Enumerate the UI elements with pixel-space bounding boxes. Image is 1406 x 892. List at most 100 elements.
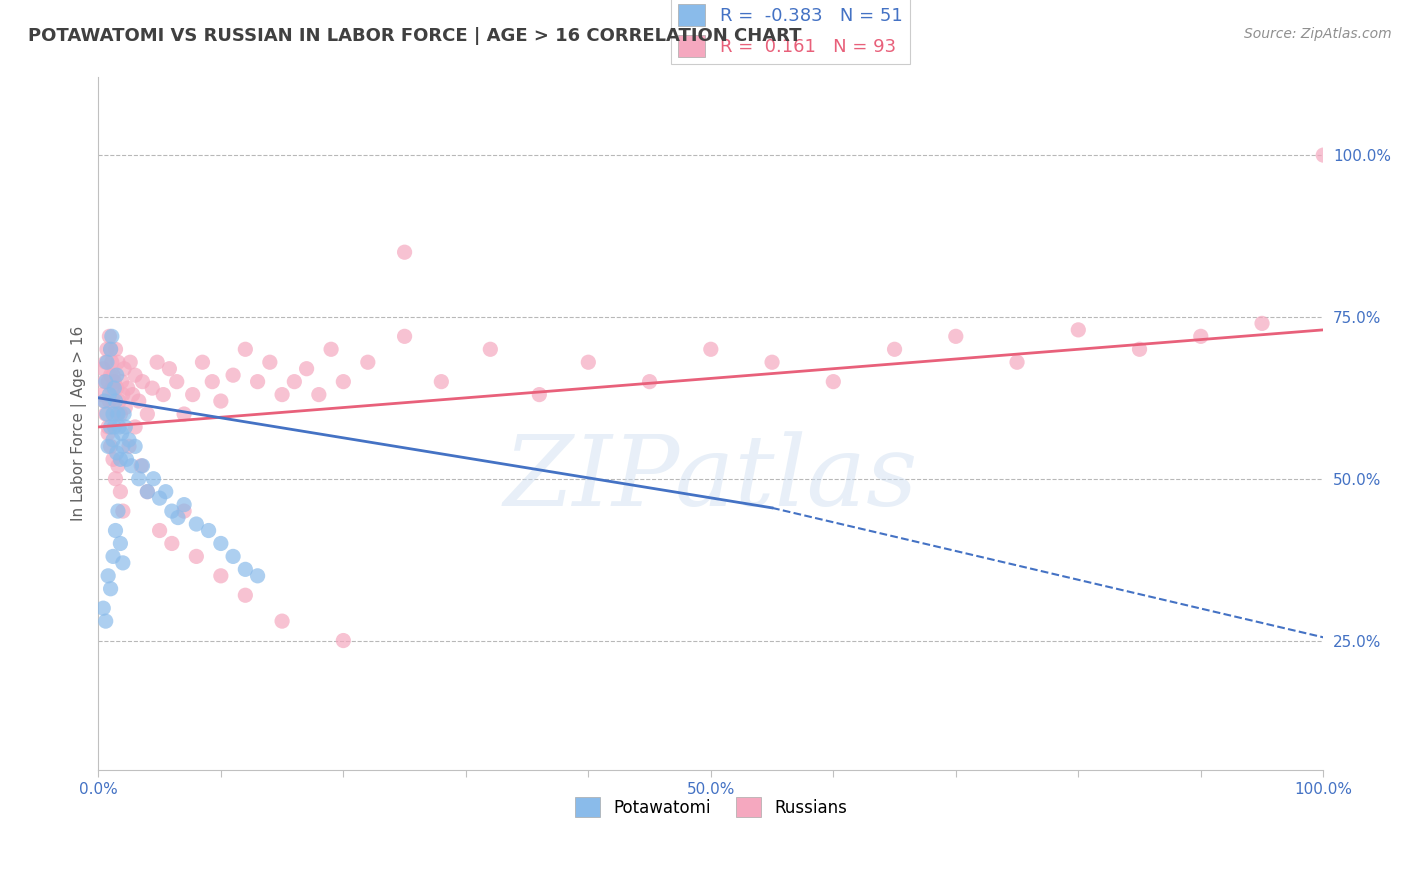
Point [167, 510, 190, 524]
Point [98, 329, 121, 343]
Point [136, 484, 159, 499]
Point [118, 433, 141, 447]
Point [823, 375, 845, 389]
Point [111, 504, 134, 518]
Point [283, 375, 305, 389]
Point [91, 387, 114, 401]
Point [945, 329, 967, 343]
Point [107, 458, 129, 473]
Text: Source: ZipAtlas.com: Source: ZipAtlas.com [1244, 27, 1392, 41]
Point [1251, 317, 1274, 331]
Text: POTAWATOMI VS RUSSIAN IN LABOR FORCE | AGE > 16 CORRELATION CHART: POTAWATOMI VS RUSSIAN IN LABOR FORCE | A… [28, 27, 801, 45]
Point [101, 452, 124, 467]
Point [201, 375, 224, 389]
Point [101, 329, 124, 343]
Point [529, 387, 551, 401]
Point [111, 556, 134, 570]
Point [173, 498, 195, 512]
Point [394, 245, 416, 260]
Point [108, 420, 131, 434]
Point [108, 394, 131, 409]
Point [332, 633, 354, 648]
Text: ZIPatlas: ZIPatlas [503, 432, 918, 527]
Point [101, 355, 124, 369]
Point [124, 420, 146, 434]
Point [233, 343, 256, 357]
Point [197, 524, 219, 538]
Point [111, 387, 134, 401]
Point [173, 504, 195, 518]
Point [128, 394, 150, 409]
Point [1067, 323, 1090, 337]
Point [120, 355, 142, 369]
Point [131, 458, 153, 473]
Point [149, 491, 172, 505]
Point [93, 375, 115, 389]
Point [209, 536, 232, 550]
Point [91, 601, 114, 615]
Point [308, 387, 330, 401]
Point [105, 368, 128, 383]
Point [271, 614, 294, 628]
Point [761, 355, 783, 369]
Point [93, 394, 115, 409]
Y-axis label: In Labor Force | Age > 16: In Labor Force | Age > 16 [72, 326, 87, 521]
Point [112, 407, 135, 421]
Point [160, 536, 183, 550]
Point [103, 420, 125, 434]
Point [1128, 343, 1150, 357]
Point [124, 439, 146, 453]
Point [319, 343, 342, 357]
Point [124, 368, 146, 383]
Point [94, 407, 117, 421]
Point [246, 569, 269, 583]
Point [271, 387, 294, 401]
Point [1312, 148, 1334, 162]
Point [222, 549, 245, 564]
Point [141, 381, 163, 395]
Point [93, 394, 115, 409]
Point [101, 407, 124, 421]
Point [191, 355, 214, 369]
Point [111, 426, 134, 441]
Point [110, 536, 132, 550]
Point [117, 381, 139, 395]
Point [155, 484, 177, 499]
Point [100, 343, 122, 357]
Point [1189, 329, 1212, 343]
Point [114, 401, 136, 415]
Point [115, 452, 138, 467]
Point [101, 368, 124, 383]
Point [97, 426, 120, 441]
Point [105, 446, 128, 460]
Point [100, 368, 122, 383]
Point [107, 504, 129, 518]
Point [94, 355, 117, 369]
Point [181, 387, 204, 401]
Point [295, 361, 318, 376]
Point [160, 504, 183, 518]
Point [1005, 355, 1028, 369]
Point [97, 420, 120, 434]
Point [97, 569, 120, 583]
Point [100, 582, 122, 596]
Point [94, 614, 117, 628]
Point [118, 439, 141, 453]
Point [883, 343, 905, 357]
Point [94, 375, 117, 389]
Point [111, 375, 134, 389]
Point [97, 439, 120, 453]
Point [96, 343, 118, 357]
Point [110, 452, 132, 467]
Point [107, 407, 129, 421]
Point [131, 375, 153, 389]
Point [98, 387, 121, 401]
Point [111, 439, 134, 453]
Point [100, 439, 122, 453]
Point [112, 361, 135, 376]
Point [100, 420, 122, 434]
Legend: Potawatomi, Russians: Potawatomi, Russians [568, 790, 853, 824]
Point [246, 375, 269, 389]
Point [100, 343, 122, 357]
Point [638, 375, 661, 389]
